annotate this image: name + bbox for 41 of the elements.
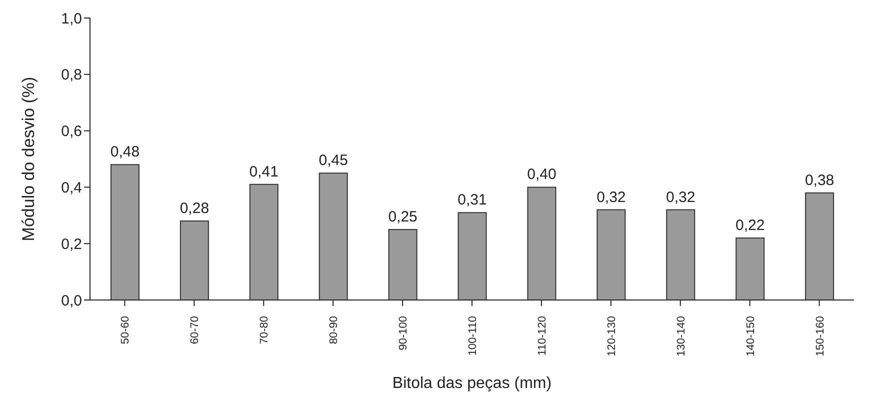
bar bbox=[736, 237, 765, 300]
y-axis-title: Módulo do desvio (%) bbox=[19, 76, 38, 242]
data-label: 0,41 bbox=[249, 163, 279, 180]
x-tick-label: 140-150 bbox=[744, 316, 757, 356]
data-label: 0,28 bbox=[180, 200, 210, 218]
y-tick-label: 0,0 bbox=[61, 292, 82, 310]
data-label: 0,25 bbox=[388, 208, 418, 226]
bar bbox=[527, 186, 556, 300]
data-label: 0,32 bbox=[666, 188, 696, 206]
x-tick-label: 70-80 bbox=[258, 316, 271, 344]
bar bbox=[666, 209, 696, 300]
x-tick-label: 50-60 bbox=[120, 316, 132, 344]
bar bbox=[180, 220, 209, 300]
x-tick-label: 120-130 bbox=[606, 316, 618, 356]
data-label: 0,31 bbox=[458, 192, 487, 209]
x-tick-label: 80-90 bbox=[328, 316, 340, 344]
y-tick-label: 0,2 bbox=[61, 236, 82, 253]
bar bbox=[110, 164, 140, 300]
data-label: 0,48 bbox=[110, 144, 140, 161]
data-label: 0,22 bbox=[735, 216, 765, 234]
y-tick-label: 1,0 bbox=[61, 10, 82, 28]
data-label: 0,40 bbox=[527, 166, 556, 184]
bar bbox=[388, 229, 418, 300]
y-tick-label: 0,6 bbox=[61, 123, 82, 140]
x-tick-label: 90-100 bbox=[398, 316, 410, 350]
bar bbox=[596, 209, 626, 300]
x-tick-label: 60-70 bbox=[189, 316, 202, 344]
x-axis-title: Bitola das peças (mm) bbox=[392, 375, 552, 392]
bar bbox=[458, 212, 487, 300]
data-label: 0,32 bbox=[596, 188, 626, 206]
data-label: 0,45 bbox=[318, 152, 348, 170]
data-label: 0,38 bbox=[804, 172, 834, 189]
x-tick-label: 110-120 bbox=[536, 316, 548, 356]
x-tick-label: 100-110 bbox=[467, 316, 479, 356]
y-tick-label: 0,4 bbox=[61, 180, 82, 197]
x-tick-label: 150-160 bbox=[814, 316, 826, 356]
y-tick-label: 0,8 bbox=[61, 66, 82, 84]
bar bbox=[805, 192, 834, 300]
bar bbox=[318, 172, 348, 300]
bar bbox=[249, 184, 278, 300]
x-tick-label: 130-140 bbox=[675, 316, 688, 356]
